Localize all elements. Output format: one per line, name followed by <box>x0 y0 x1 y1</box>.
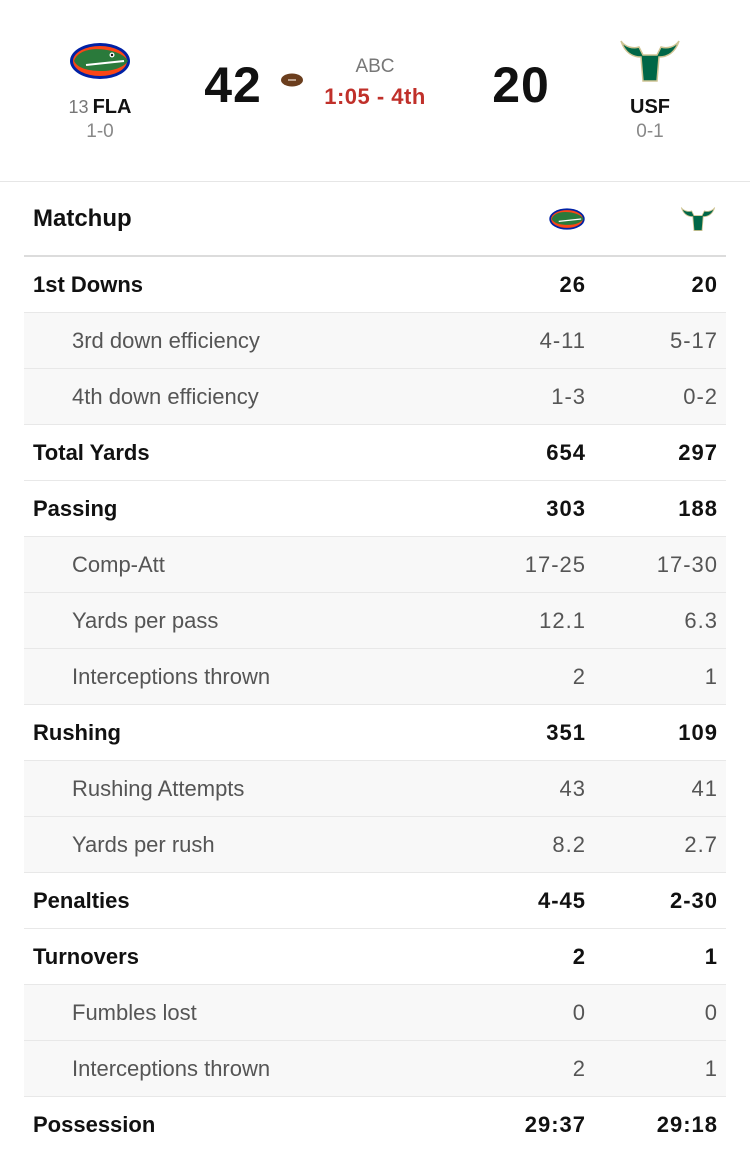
stat-label: Total Yards <box>33 439 150 465</box>
stat-label: Comp-Att <box>72 551 165 577</box>
stat-home-value: 6.3 <box>684 607 718 633</box>
stat-home-value: 1 <box>704 1055 718 1081</box>
stat-away-value: 2 <box>572 1055 586 1081</box>
stat-label: Yards per pass <box>72 607 219 633</box>
stat-label: Fumbles lost <box>72 999 197 1025</box>
home-abbr: USF <box>630 96 670 118</box>
stat-home-value: 20 <box>691 271 718 297</box>
matchup-header: Matchup <box>24 183 726 257</box>
stat-label: 4th down efficiency <box>72 383 259 409</box>
stat-row: Yards per pass 12.1 6.3 <box>24 593 726 649</box>
stat-home-value: 1 <box>704 943 718 969</box>
stat-row: Passing 303 188 <box>24 481 726 537</box>
stat-home-value: 0-2 <box>683 383 718 409</box>
stat-row: Total Yards 654 297 <box>24 425 726 481</box>
stat-label: Rushing Attempts <box>72 775 245 801</box>
away-score: 42 <box>204 57 262 113</box>
stat-away-value: 43 <box>559 775 586 801</box>
stat-away-value: 351 <box>546 719 586 745</box>
away-record: 1-0 <box>86 121 114 142</box>
stat-away-value: 26 <box>559 271 586 297</box>
stat-away-value: 8.2 <box>552 831 586 857</box>
stat-home-value: 5-17 <box>669 327 718 353</box>
stat-home-value: 109 <box>678 719 718 745</box>
usf-bulls-small-logo-icon <box>594 204 726 234</box>
stat-row: Comp-Att 17-25 17-30 <box>24 537 726 593</box>
stat-row: 4th down efficiency 1-3 0-2 <box>24 369 726 425</box>
home-score: 20 <box>492 57 550 113</box>
stat-row: Interceptions thrown 2 1 <box>24 649 726 705</box>
stat-row: Interceptions thrown 2 1 <box>24 1041 726 1097</box>
stat-row: 3rd down efficiency 4-11 5-17 <box>24 313 726 369</box>
stat-row: Rushing Attempts 43 41 <box>24 761 726 817</box>
stat-label: Penalties <box>33 887 130 913</box>
stat-label: 3rd down efficiency <box>72 327 260 353</box>
stat-away-value: 654 <box>546 439 586 465</box>
stat-away-value: 0 <box>572 999 586 1025</box>
stat-home-value: 297 <box>678 439 718 465</box>
stat-away-value: 12.1 <box>539 607 586 633</box>
florida-gators-logo-icon <box>30 30 170 92</box>
stat-home-value: 1 <box>704 663 718 689</box>
stat-home-value: 2-30 <box>669 887 718 913</box>
stat-label: Turnovers <box>33 943 139 969</box>
matchup-rows: 1st Downs 26 20 3rd down efficiency 4-11 5-17… <box>24 257 726 1153</box>
broadcast-network: ABC <box>355 56 395 77</box>
stat-row: Penalties 4-45 2-30 <box>24 873 726 929</box>
game-info: ABC 1:05 - 4th <box>300 56 450 110</box>
stat-row: Turnovers 2 1 <box>24 929 726 985</box>
stat-home-value: 2.7 <box>684 831 718 857</box>
stat-row: Fumbles lost 0 0 <box>24 985 726 1041</box>
stat-away-value: 29:37 <box>524 1112 586 1137</box>
stat-home-value: 188 <box>678 495 718 521</box>
home-record: 0-1 <box>636 121 664 142</box>
scoreboard-header: 13 FLA 1-0 42 ABC 1:05 - 4th 20 USF 0-1 <box>0 0 750 182</box>
home-team[interactable]: USF 0-1 <box>580 30 720 143</box>
away-team[interactable]: 13 FLA 1-0 <box>30 30 170 143</box>
stat-away-value: 303 <box>546 495 586 521</box>
stat-label: Interceptions thrown <box>72 663 271 689</box>
stat-away-value: 17-25 <box>524 551 586 577</box>
football-possession-icon <box>280 72 304 93</box>
stat-row: Rushing 351 109 <box>24 705 726 761</box>
stat-away-value: 4-11 <box>539 327 586 353</box>
usf-bulls-logo-icon <box>580 30 720 92</box>
stat-home-value: 0 <box>704 999 718 1025</box>
stat-label: 1st Downs <box>33 271 144 297</box>
stat-row: Yards per rush 8.2 2.7 <box>24 817 726 873</box>
florida-gators-small-logo-icon <box>462 206 594 232</box>
stat-label: Passing <box>33 495 118 521</box>
stat-label: Yards per rush <box>72 831 215 857</box>
away-abbr: FLA <box>92 96 132 118</box>
stat-home-value: 29:18 <box>656 1112 718 1137</box>
stat-label: Interceptions thrown <box>72 1055 271 1081</box>
matchup-title: Matchup <box>33 205 132 232</box>
stat-away-value: 2 <box>572 663 586 689</box>
game-clock: 1:05 - 4th <box>324 84 426 109</box>
stat-label: Possession <box>33 1112 156 1137</box>
stat-row: Possession 29:37 29:18 <box>24 1097 726 1153</box>
matchup-table: Matchup 1st Downs 26 20 3rd down efficiency… <box>24 183 726 1153</box>
stat-home-value: 17-30 <box>656 551 718 577</box>
stat-away-value: 4-45 <box>537 887 586 913</box>
stat-row: 1st Downs 26 20 <box>24 257 726 313</box>
stat-home-value: 41 <box>691 775 718 801</box>
stat-label: Rushing <box>33 719 121 745</box>
stat-away-value: 1-3 <box>551 383 586 409</box>
stat-away-value: 2 <box>572 943 586 969</box>
away-rank: 13 <box>68 97 89 117</box>
